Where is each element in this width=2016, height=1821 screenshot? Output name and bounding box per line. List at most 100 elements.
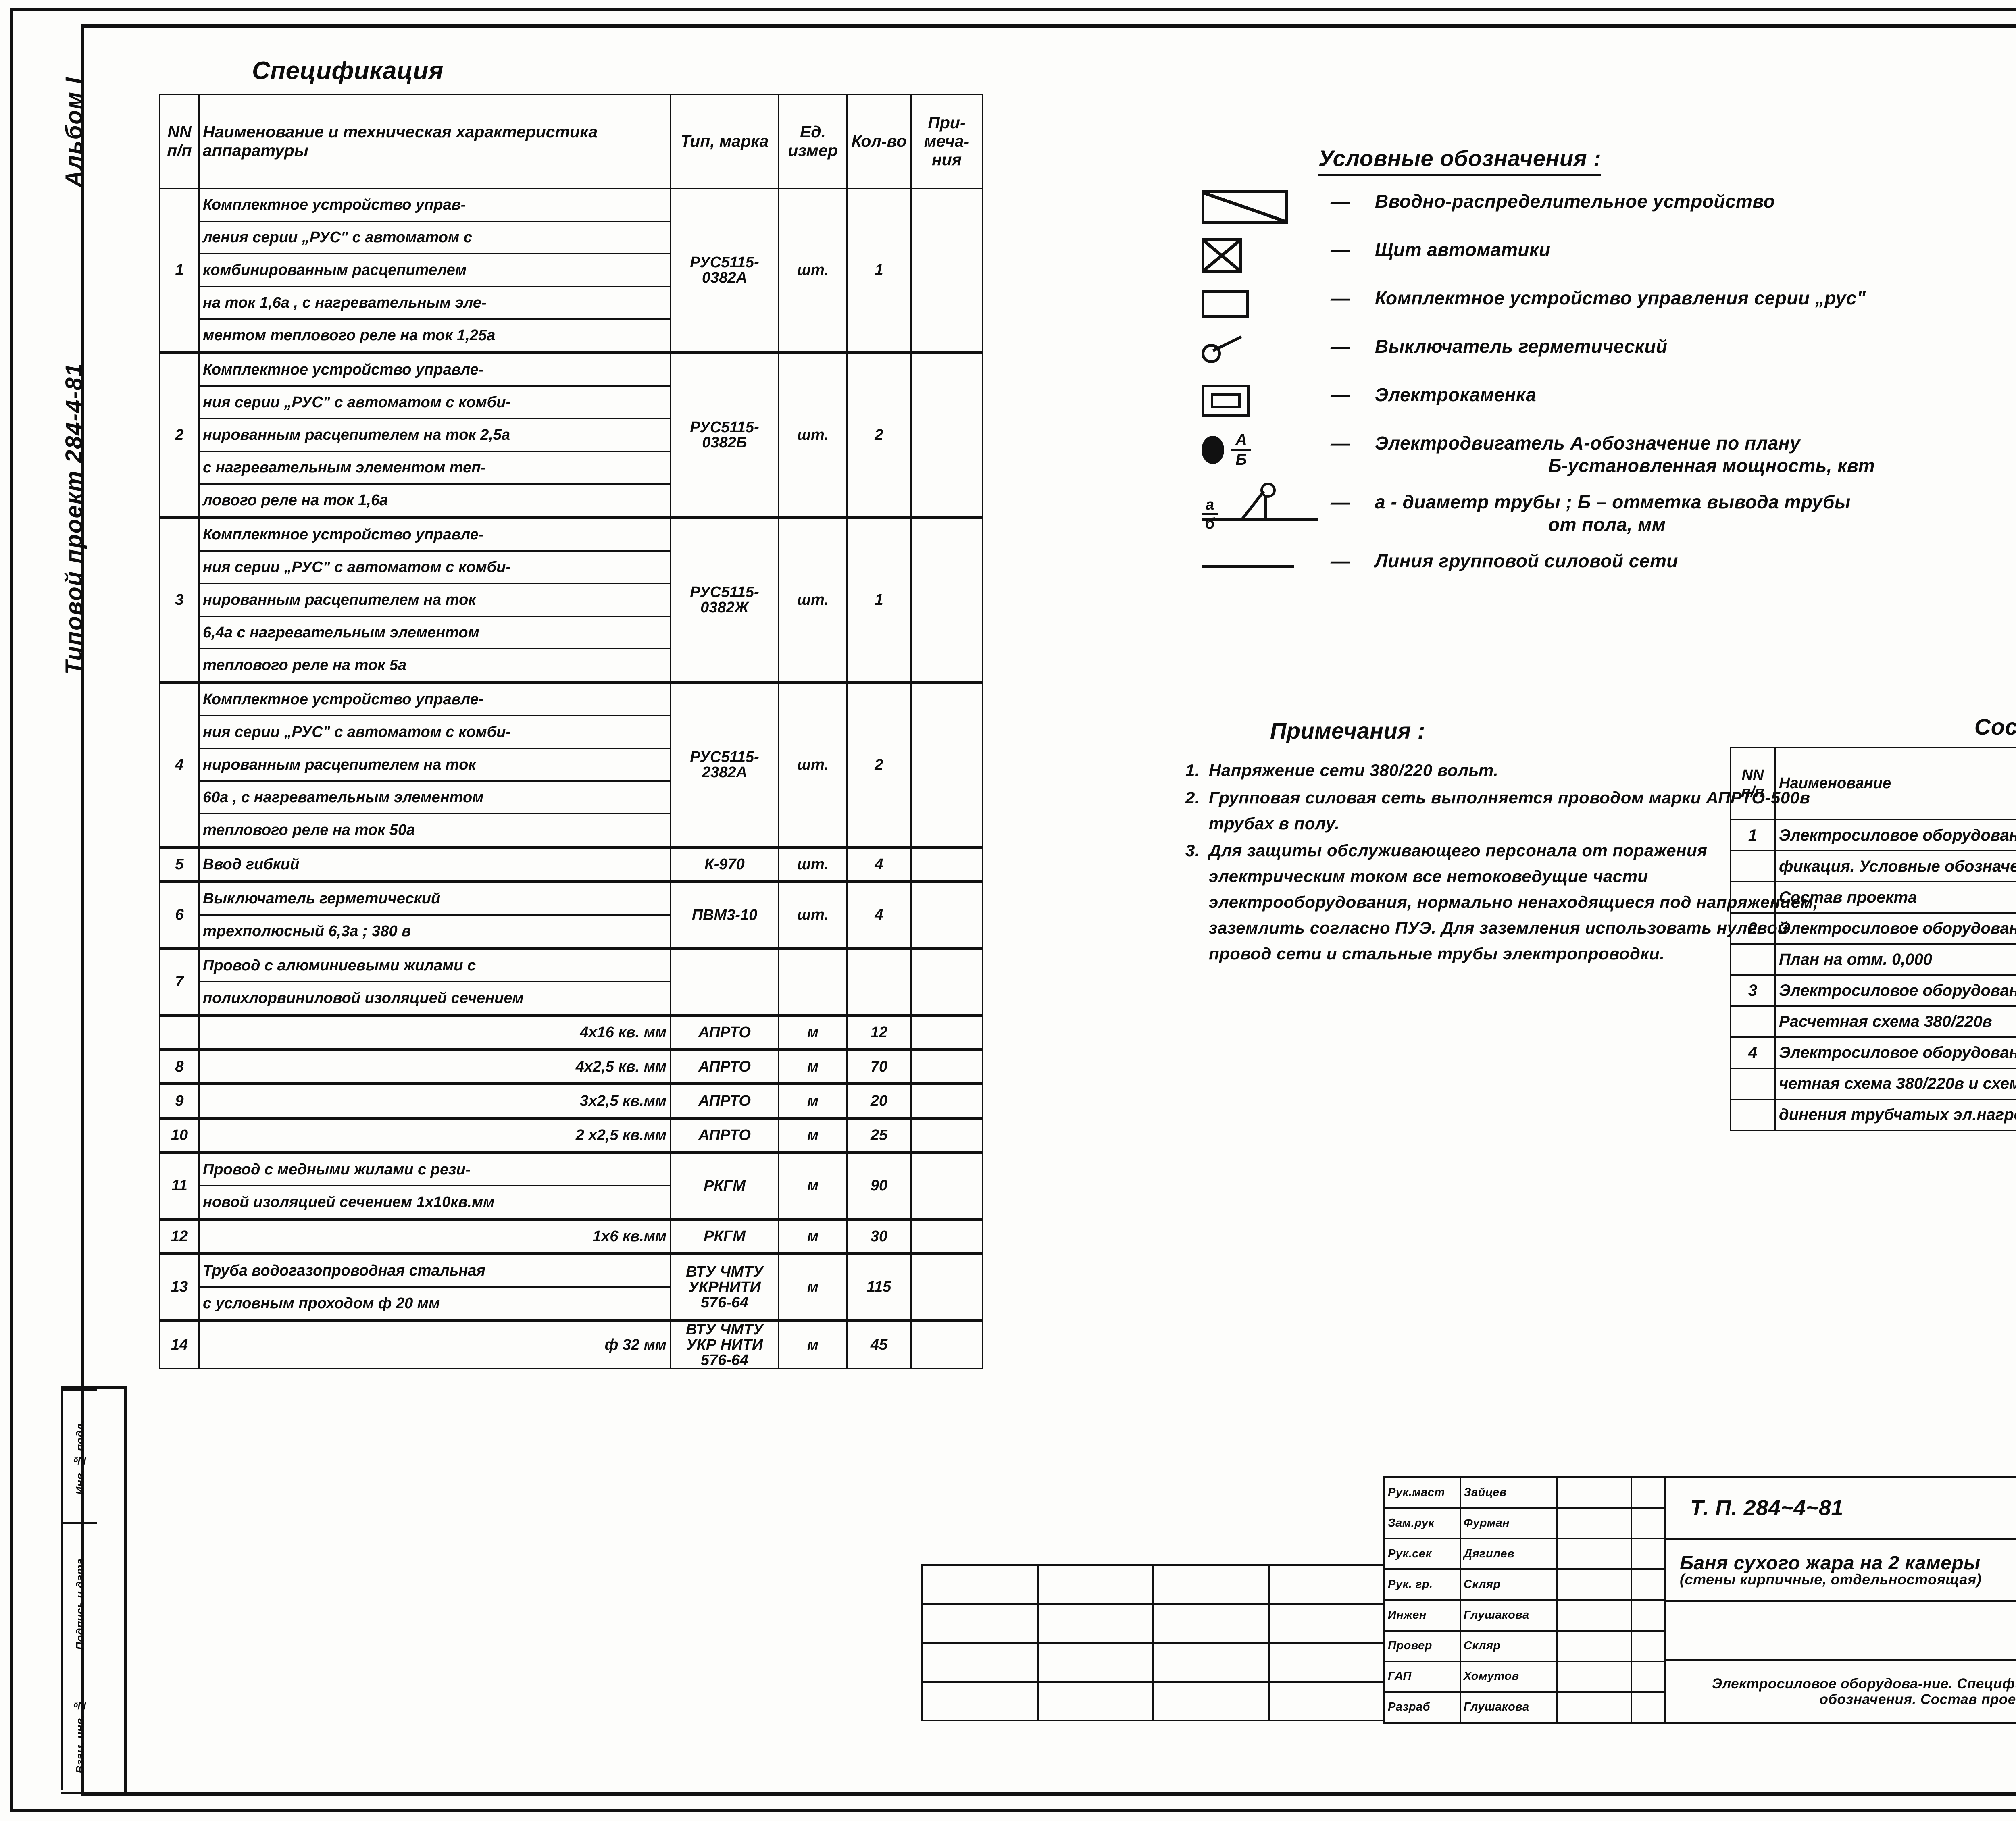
spec-cell-name: нированным расцепителем на ток 2,5а [198,418,671,452]
spec-cell-note [910,847,983,882]
vru-icon [1157,190,1331,225]
signature-mark [1558,1509,1632,1538]
spec-cell-name: нированным расцепителем на ток [198,583,671,617]
spec-cell-no: 11 [159,1152,200,1220]
legend-section: Условные обозначения : — Вводно-распредел… [1157,145,2016,584]
spec-header-no: NN п/п [159,94,200,189]
signature-date [1632,1509,1664,1538]
spec-cell-name: 1х6 кв.мм [198,1219,671,1254]
table-row: 2 Комплектное устройство управле- РУС5115-… [159,352,983,518]
spec-cell-unit: м [778,1219,848,1254]
spec-cell-qty: 1 [846,188,912,353]
notes-title: Примечания : [1270,718,1425,743]
spec-cell-qty: 45 [846,1320,912,1369]
spec-cell-name: ления серии „РУС" с автоматом с [198,221,671,254]
signature-mark [1558,1662,1632,1691]
signature-mark [1558,1600,1632,1630]
spec-cell-no [159,1015,200,1050]
table-row: нированным расцепителем на ток 2,5а [160,418,983,452]
legend-item: — Линия групповой силовой сети [1157,549,2016,584]
legend-item: — Щит автоматики [1157,238,2016,273]
rev-cell [921,1603,1039,1644]
spec-cell-no: 10 [159,1118,200,1153]
legend-item-label-2: Б-установленная мощность, квт [1548,455,1875,477]
document-name: Электросиловое оборудова-ние. Спецификац… [1712,1675,2016,1707]
table-row [921,1564,1385,1605]
spec-cell-name: полихлорвиниловой изоляцией сечением [198,981,671,1016]
sheet-inner-frame [81,24,2016,1796]
spec-cell-name: теплового реле на ток 50а [198,813,671,848]
electric-stove-icon [1157,383,1331,418]
spec-cell-note [910,948,983,1016]
spec-cell-type: ПВМ3-10 [670,881,779,949]
sostav-cell-name: Электросиловое оборудование. [1774,974,2016,1007]
spec-cell-unit: м [778,1152,848,1220]
spec-cell-qty: 90 [846,1152,912,1220]
sostav-cell-name: План на отм. 0,000 [1774,943,2016,976]
legend-item-label: Электродвигатель А-обозначение по плану Б… [1375,432,2016,477]
table-row: ния серии „РУС" с автоматом с комби- [160,385,983,419]
rev-cell [921,1642,1039,1683]
legend-item: — Электрокаменка [1157,383,2016,418]
sostav-cell-no [1730,1005,1776,1038]
spec-cell-name: Выключатель герметический [198,881,671,916]
table-row: 6 Выключатель герметический ПВМ3-10 шт. 4 [159,881,983,949]
table-row: нированным расцепителем на ток [160,748,983,782]
rev-cell [1037,1603,1154,1644]
spec-cell-note [910,188,983,353]
signature-mark [1558,1631,1632,1661]
spec-cell-no: 3 [159,517,200,683]
spec-cell-type: РУС5115-0382Ж [670,517,779,683]
table-row: 1 Комплектное устройство управ- РУС5115-03… [159,188,983,353]
spec-cell-qty: 4 [846,881,912,949]
sostav-cell-name: динения трубчатых эл.нагревателей [1774,1099,2016,1131]
table-row: 9 3х2,5 кв.мм АПРТО м 20 [159,1083,983,1119]
spec-cell-unit: шт. [778,352,848,518]
spec-cell-name: 4х2,5 кв. мм [198,1049,671,1084]
spec-cell-name: Провод с алюминиевыми жилами с [198,948,671,982]
spec-cell-note [910,1253,983,1321]
signature-role: Рук.сек [1385,1539,1461,1569]
note-text: Для защиты обслуживающего персонала от п… [1209,841,1818,963]
spec-cell-type: ВТУ ЧМТУ УКР НИТИ 576-64 [670,1320,779,1369]
spec-cell-qty: 25 [846,1118,912,1153]
spec-cell-name: Комплектное устройство управ- [198,188,671,222]
revision-block [921,1564,1385,1721]
table-row: 12 1х6 кв.мм РКГМ м 30 [159,1219,983,1254]
spec-cell-note [910,1083,983,1119]
legend-rows: — Вводно-распределительное устройство — Щит… [1157,190,2016,584]
sheet-outer-frame [10,8,2016,1812]
document-name-spacer [1666,1602,2016,1661]
spec-cell-qty: 115 [846,1253,912,1321]
legend-item-label-2: от пола, мм [1548,514,1666,535]
legend-item: а б — а - диаметр трубы ; Б – отметка вывод… [1157,483,2016,536]
automation-shield-icon [1157,238,1331,273]
signature-mark [1558,1539,1632,1569]
table-row: ления серии „РУС" с автоматом с [160,221,983,254]
notes-section: Примечания : 1. Напряжение сети 380/220 в… [1185,718,1839,968]
margin-stamp-inv-podl: Инв. № подл. [61,1389,97,1524]
legend-dash: — [1331,288,1350,309]
table-row: полихлорвиниловой изоляцией сечением [160,981,983,1016]
table-row: 5 Ввод гибкий К-970 шт. 4 [159,847,983,882]
rev-cell [1152,1564,1270,1605]
spec-cell-name: Комплектное устройство управле- [198,682,671,716]
spec-cell-note [910,881,983,949]
spec-cell-note [910,1152,983,1220]
sostav-cell-no: 1 [1730,819,1776,851]
spec-cell-unit: м [778,1118,848,1153]
spec-cell-qty: 30 [846,1219,912,1254]
sostav-cell-no [1730,881,1776,914]
table-row: ментом теплового реле на ток 1,25а [160,318,983,353]
spec-cell-type: РКГМ [670,1152,779,1220]
sostav-header-row: NN п/п Наименование Марка и № листа При-… [1730,747,2016,820]
table-row: Состав проектаЭМ-1 [1730,881,2016,914]
spec-cell-name: ния серии „РУС" с автоматом с комби- [198,550,671,584]
signature-role: Провер [1385,1631,1461,1661]
signature-name: Скляр [1461,1631,1558,1661]
legend-dash: — [1331,385,1350,406]
spec-cell-qty: 12 [846,1015,912,1050]
spec-cell-name: на ток 1,6а , с нагревательным эле- [198,286,671,320]
